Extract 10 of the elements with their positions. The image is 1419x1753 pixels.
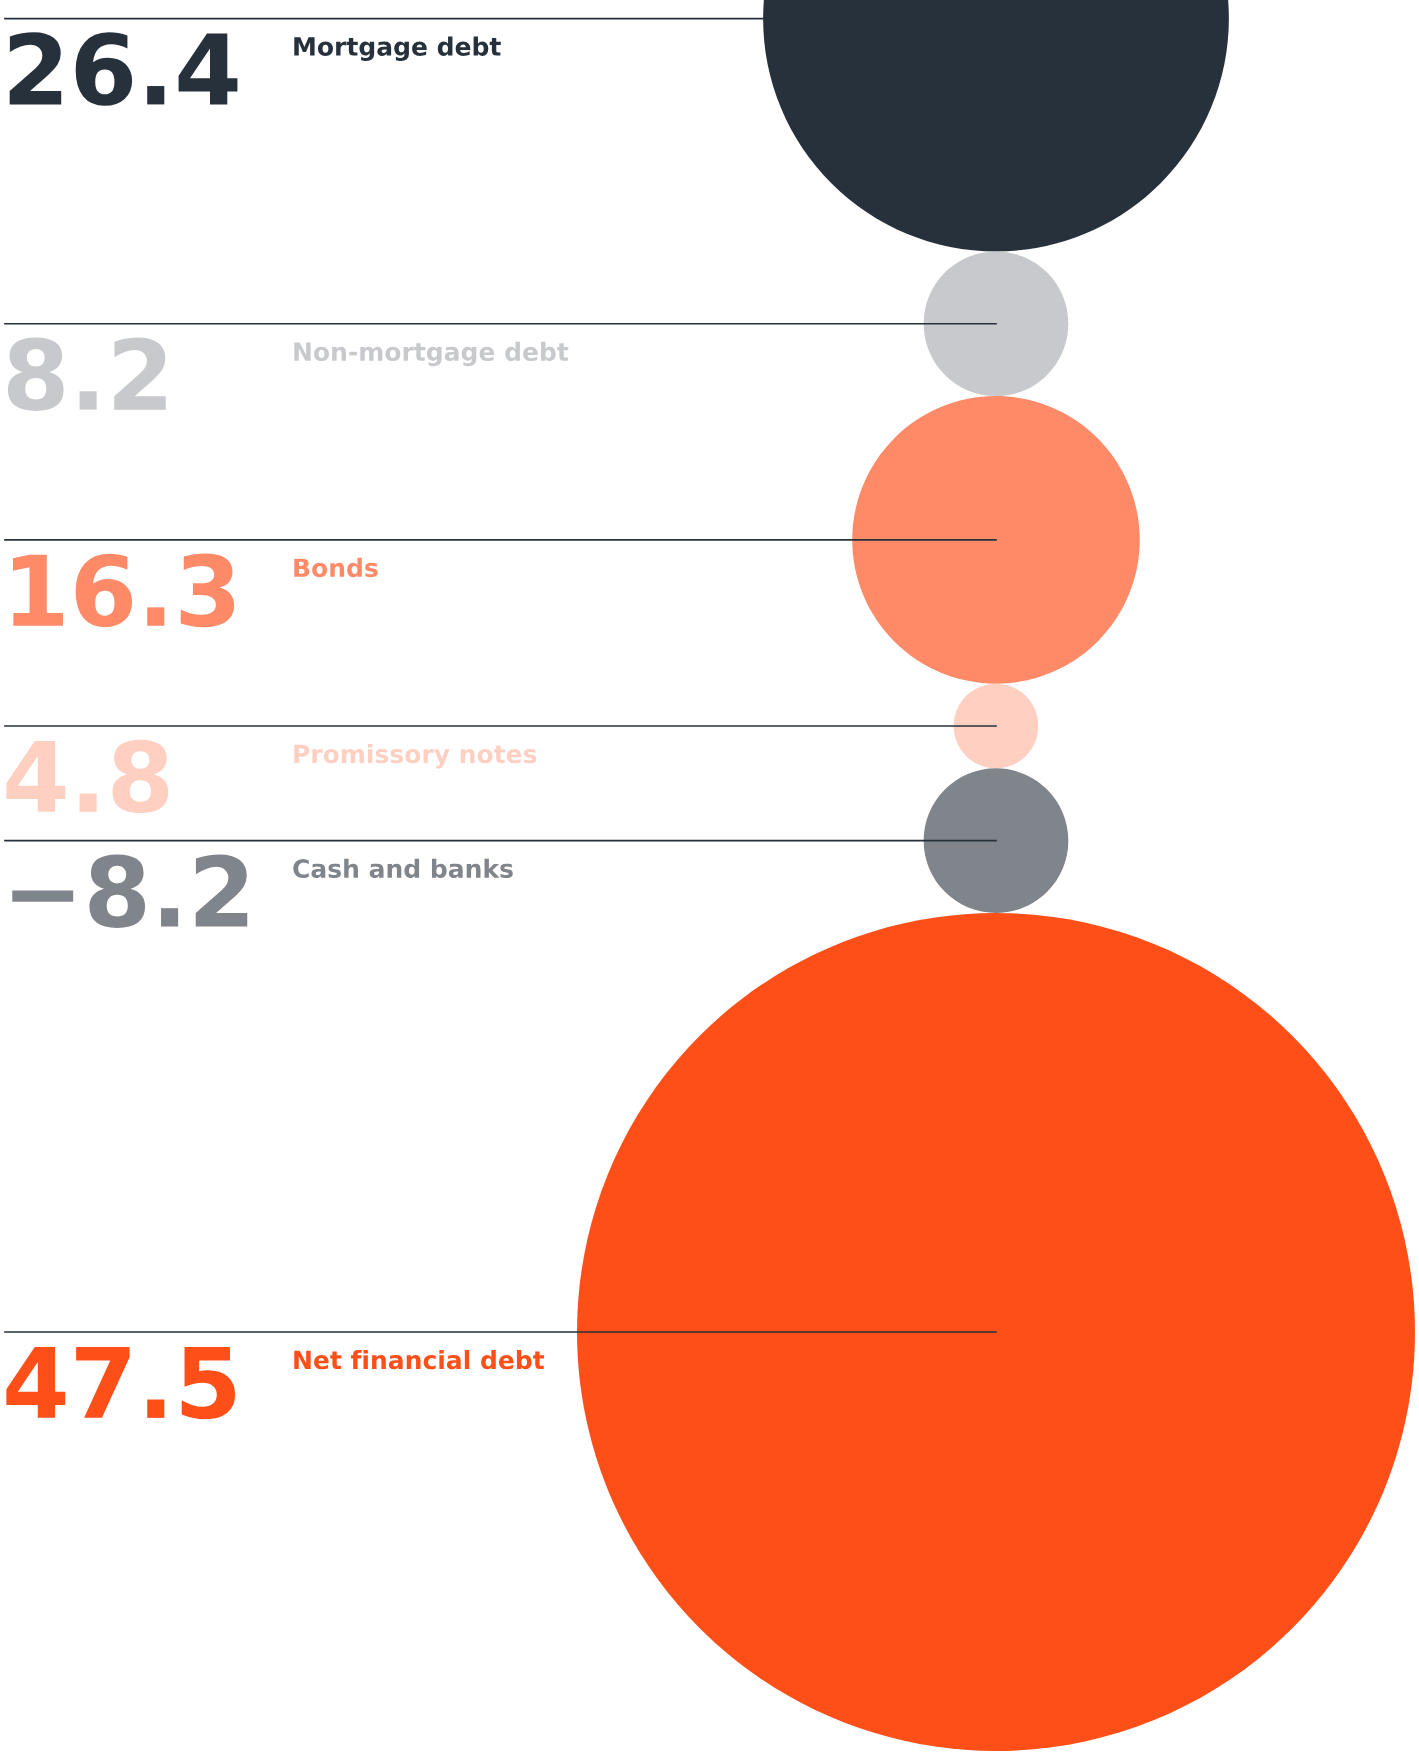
data-label: 26.4: [9, 32, 238, 106]
category-label: Net financial debt: [294, 1350, 545, 1370]
category-label: Cash and banks: [293, 858, 513, 879]
category-label: Mortgage debt: [294, 36, 501, 61]
data-label: −8.2: [12, 854, 248, 928]
data-label: 16.3: [12, 553, 235, 628]
data-label: 47.5: [6, 1346, 236, 1420]
data-label: 4.8: [6, 739, 169, 814]
category-label: Bonds: [294, 557, 378, 578]
category-label: Promissory notes: [294, 743, 537, 769]
